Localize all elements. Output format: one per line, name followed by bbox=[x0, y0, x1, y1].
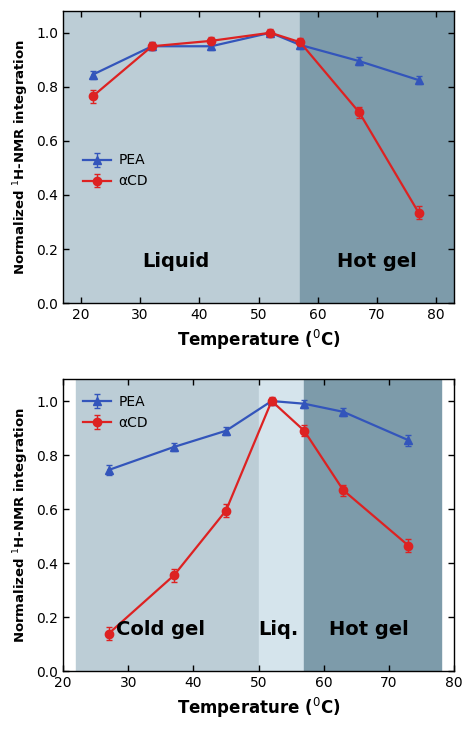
Text: Hot gel: Hot gel bbox=[329, 620, 409, 639]
Y-axis label: Normalized $^1$H-NMR integration: Normalized $^1$H-NMR integration bbox=[11, 39, 31, 275]
X-axis label: Temperature ($^0$C): Temperature ($^0$C) bbox=[177, 696, 340, 720]
Legend: PEA, αCD: PEA, αCD bbox=[78, 148, 154, 194]
Legend: PEA, αCD: PEA, αCD bbox=[78, 389, 154, 435]
Text: Cold gel: Cold gel bbox=[116, 620, 205, 639]
Text: Hot gel: Hot gel bbox=[337, 251, 417, 270]
Text: Liquid: Liquid bbox=[142, 251, 210, 270]
Y-axis label: Normalized $^1$H-NMR integration: Normalized $^1$H-NMR integration bbox=[11, 407, 31, 643]
Bar bbox=[300, 11, 454, 303]
Bar bbox=[76, 379, 259, 671]
Text: Liq.: Liq. bbox=[258, 620, 298, 639]
X-axis label: Temperature ($^0$C): Temperature ($^0$C) bbox=[177, 327, 340, 352]
Bar bbox=[304, 379, 441, 671]
Bar bbox=[259, 379, 304, 671]
Bar bbox=[63, 11, 300, 303]
